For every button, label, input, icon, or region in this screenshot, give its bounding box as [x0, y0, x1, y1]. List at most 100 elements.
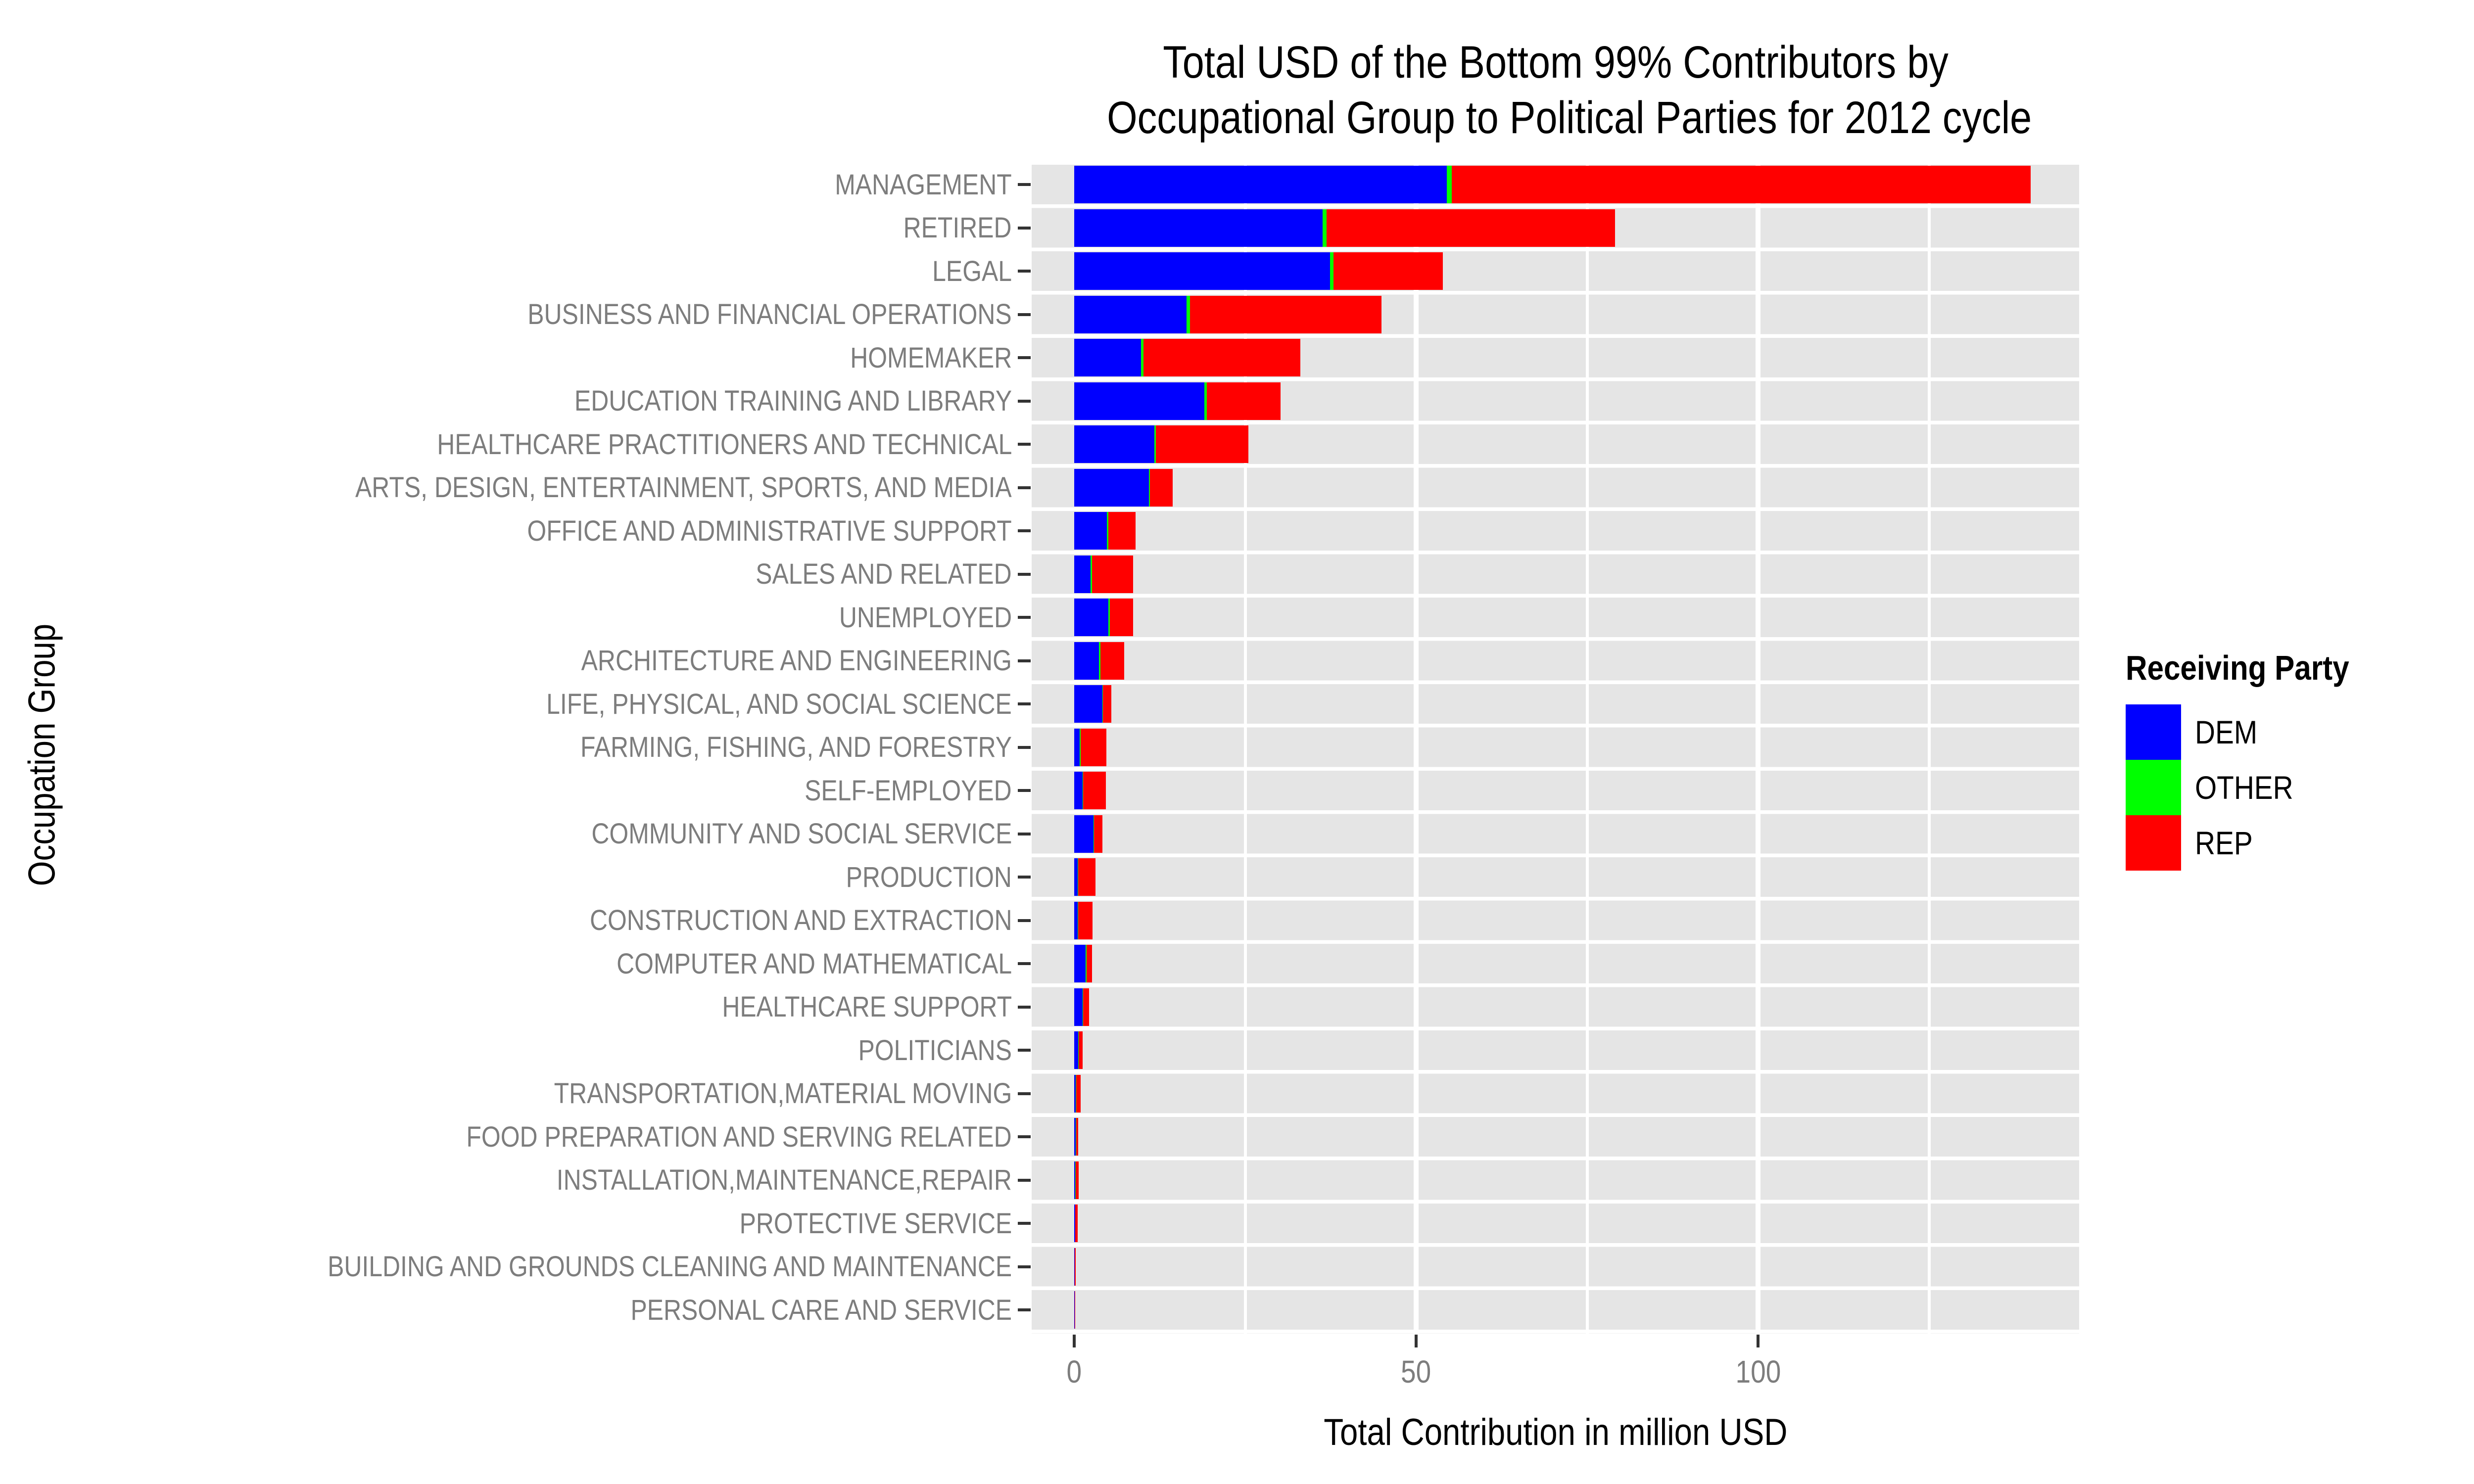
- chart-title: Total USD of the Bottom 99% Contributors…: [1032, 35, 2079, 145]
- y-tick-16: [1018, 876, 1031, 879]
- y-label-26: PERSONAL CARE AND SERVICE: [630, 1294, 1012, 1326]
- bar-dem-4: [1074, 339, 1142, 376]
- bar-rep-23: [1075, 1161, 1079, 1199]
- bar-rep-1: [1326, 209, 1616, 247]
- bar-rep-5: [1207, 382, 1281, 420]
- bar-other-13: [1080, 728, 1081, 766]
- y-label-9: SALES AND RELATED: [756, 558, 1012, 590]
- y-label-1: RETIRED: [904, 212, 1012, 244]
- bar-other-9: [1091, 555, 1092, 593]
- bar-dem-0: [1074, 166, 1447, 203]
- bar-other-8: [1107, 512, 1109, 550]
- y-tick-10: [1018, 616, 1031, 619]
- bar-rep-15: [1094, 815, 1102, 853]
- y-label-7: ARTS, DESIGN, ENTERTAINMENT, SPORTS, AND…: [355, 471, 1012, 504]
- bar-dem-11: [1074, 642, 1099, 680]
- plot-panel: [1032, 165, 2079, 1334]
- y-tick-23: [1018, 1178, 1031, 1182]
- y-tick-19: [1018, 1005, 1031, 1009]
- y-tick-24: [1018, 1222, 1031, 1225]
- y-tick-2: [1018, 270, 1031, 273]
- bar-other-14: [1082, 772, 1084, 809]
- bar-other-1: [1322, 209, 1327, 247]
- y-label-0: MANAGEMENT: [835, 168, 1012, 201]
- bar-rep-24: [1075, 1205, 1078, 1242]
- bar-rep-19: [1083, 988, 1090, 1026]
- bar-rep-18: [1086, 945, 1092, 982]
- y-tick-9: [1018, 572, 1031, 576]
- legend-entry-rep: REP: [2126, 815, 2452, 871]
- bar-rep-13: [1081, 728, 1106, 766]
- bar-dem-20: [1074, 1031, 1079, 1069]
- y-label-11: ARCHITECTURE AND ENGINEERING: [581, 645, 1012, 677]
- y-label-25: BUILDING AND GROUNDS CLEANING AND MAINTE…: [327, 1251, 1012, 1283]
- bar-other-12: [1102, 685, 1103, 723]
- y-label-3: BUSINESS AND FINANCIAL OPERATIONS: [527, 298, 1012, 330]
- bar-other-3: [1186, 295, 1190, 333]
- y-tick-15: [1018, 832, 1031, 835]
- y-label-5: EDUCATION TRAINING AND LIBRARY: [574, 385, 1012, 417]
- y-label-17: CONSTRUCTION AND EXTRACTION: [589, 904, 1012, 936]
- bar-dem-24: [1074, 1205, 1075, 1242]
- chart-title-line2: Occupational Group to Political Parties …: [1107, 93, 2032, 143]
- bar-rep-14: [1083, 772, 1106, 809]
- y-label-12: LIFE, PHYSICAL, AND SOCIAL SCIENCE: [546, 688, 1012, 720]
- bar-other-16: [1077, 858, 1079, 896]
- y-tick-3: [1018, 313, 1031, 316]
- bar-other-0: [1447, 166, 1452, 203]
- y-tick-7: [1018, 486, 1031, 489]
- bar-other-4: [1141, 339, 1143, 376]
- y-tick-0: [1018, 183, 1031, 186]
- bar-dem-1: [1074, 209, 1323, 247]
- bar-rep-4: [1143, 339, 1301, 376]
- bar-other-5: [1204, 382, 1207, 420]
- y-tick-17: [1018, 919, 1031, 922]
- bar-rep-3: [1189, 295, 1381, 333]
- legend-key-dem: [2126, 704, 2181, 760]
- bar-other-18: [1086, 945, 1087, 982]
- chart-title-line1: Total USD of the Bottom 99% Contributors…: [1162, 37, 1949, 88]
- y-tick-11: [1018, 659, 1031, 662]
- bar-rep-7: [1150, 468, 1173, 507]
- y-tick-6: [1018, 443, 1031, 446]
- gridline-minor-25: [1243, 165, 1247, 1334]
- y-label-21: TRANSPORTATION,MATERIAL MOVING: [554, 1077, 1012, 1110]
- bar-rep-17: [1078, 901, 1093, 939]
- x-tick-0: [1073, 1335, 1076, 1347]
- y-label-19: HEALTHCARE SUPPORT: [722, 991, 1012, 1023]
- bar-dem-17: [1074, 901, 1078, 939]
- bar-rep-9: [1092, 555, 1133, 593]
- bar-dem-19: [1074, 988, 1083, 1026]
- y-label-18: COMPUTER AND MATHEMATICAL: [616, 947, 1012, 980]
- bar-dem-2: [1074, 252, 1330, 290]
- legend-key-rep: [2126, 815, 2181, 871]
- legend-title: Receiving Party: [2126, 649, 2349, 687]
- y-tick-25: [1018, 1265, 1031, 1268]
- bar-rep-8: [1108, 512, 1136, 550]
- bar-dem-23: [1074, 1161, 1076, 1199]
- y-tick-18: [1018, 962, 1031, 965]
- bar-dem-8: [1074, 512, 1107, 550]
- y-label-15: COMMUNITY AND SOCIAL SERVICE: [591, 818, 1012, 850]
- gridline-minor-125: [1927, 165, 1931, 1334]
- y-label-8: OFFICE AND ADMINISTRATIVE SUPPORT: [527, 514, 1012, 547]
- y-label-14: SELF-EMPLOYED: [805, 774, 1012, 807]
- bar-rep-6: [1156, 425, 1248, 463]
- bar-other-2: [1330, 252, 1333, 290]
- y-tick-1: [1018, 226, 1031, 230]
- bar-rep-12: [1103, 685, 1111, 723]
- bar-rep-22: [1076, 1118, 1079, 1156]
- y-tick-22: [1018, 1135, 1031, 1138]
- bar-rep-16: [1078, 858, 1095, 896]
- bar-dem-25: [1074, 1248, 1075, 1286]
- bar-rep-21: [1076, 1074, 1081, 1113]
- bar-rep-2: [1333, 252, 1443, 290]
- legend: Receiving Party DEM OTHER REP: [2126, 648, 2452, 871]
- y-label-24: PROTECTIVE SERVICE: [739, 1207, 1012, 1240]
- legend-entries: DEM OTHER REP: [2126, 704, 2452, 871]
- y-tick-8: [1018, 529, 1031, 532]
- x-tick-label-100: 100: [1735, 1354, 1781, 1390]
- y-tick-4: [1018, 356, 1031, 359]
- y-tick-20: [1018, 1049, 1031, 1052]
- bar-other-6: [1154, 425, 1156, 463]
